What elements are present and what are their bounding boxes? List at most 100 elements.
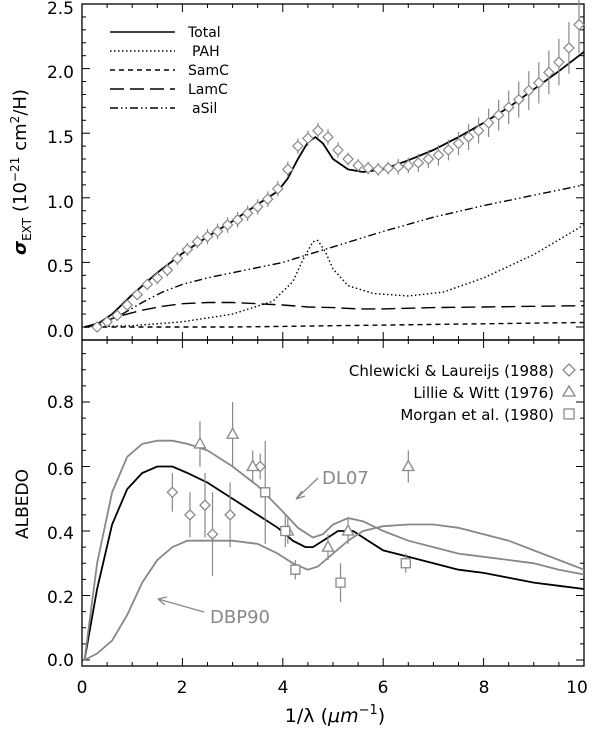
top-obs-diamond — [151, 272, 164, 284]
top-obs-diamond — [271, 182, 284, 195]
top-y-axis-label: σEXT(10−21cm2/H) — [8, 89, 34, 255]
top-obs-diamond — [543, 66, 555, 79]
albedo-curve-model — [83, 465, 585, 661]
albedo-obs-triangle — [341, 523, 355, 536]
top-ytick-3: 1.5 — [47, 128, 74, 148]
top-obs-diamond — [492, 109, 505, 121]
xtick-4: 4 — [278, 678, 289, 698]
top-obs-diamond — [171, 252, 184, 265]
top-ytick-5: 2.5 — [47, 0, 74, 19]
top-obs-diamond — [231, 213, 244, 226]
top-ytick-2: 1.0 — [47, 193, 74, 213]
top-obs-diamond — [573, 18, 585, 31]
top-obs-diamond — [442, 144, 455, 156]
top-obs-diamond — [281, 163, 294, 176]
top-obs-diamond — [302, 132, 314, 145]
top-obs-diamond — [342, 153, 354, 165]
annotation-dbp90: DBP90 — [210, 607, 270, 628]
albedo-obs-diamond — [199, 499, 211, 512]
annotations: DL07 DBP90 — [157, 468, 369, 628]
top-obs-diamond — [402, 159, 415, 172]
top-panel-ticks — [81, 3, 585, 340]
top-obs-diamond — [352, 159, 364, 172]
albedo-obs-triangle — [321, 539, 335, 552]
legend-marker-triangle — [561, 384, 577, 397]
top-panel-frame — [81, 3, 585, 341]
series-pah-line — [84, 224, 585, 328]
top-obs-diamond — [292, 140, 304, 152]
top-obs-diamond — [111, 309, 123, 322]
bottom-ytick-3: 0.6 — [47, 460, 74, 480]
albedo-obs-square — [260, 487, 271, 498]
albedo-obs-diamond — [224, 508, 237, 521]
top-obs-diamond — [563, 42, 575, 54]
albedo-obs-triangle — [193, 436, 207, 449]
top-obs-diamond — [532, 76, 545, 89]
legend-marker-square — [563, 408, 575, 420]
top-obs-diamond — [322, 131, 334, 143]
top-obs-diamond — [181, 243, 194, 256]
top-obs-diamond — [482, 117, 495, 129]
annotation-dbp90-arrow — [157, 598, 205, 613]
series-lamc-line — [84, 301, 585, 328]
top-obs-diamond — [332, 144, 344, 156]
legend-label-asil: aSil — [192, 101, 217, 117]
xtick-8: 8 — [479, 678, 490, 698]
bottom-y-axis-label: ALBEDO — [13, 469, 33, 539]
legend-label-morgan: Morgan et al. (1980) — [400, 406, 554, 424]
top-obs-diamond — [261, 193, 274, 205]
annotation-dl07-arrow — [295, 477, 319, 500]
x-axis-label: 1/λ (μm−1) — [285, 703, 385, 727]
albedo-obs-square — [290, 564, 301, 575]
top-y-tick-labels: 0.0 0.5 1.0 1.5 2.0 2.5 — [47, 0, 74, 342]
albedo-obs-square — [400, 558, 411, 569]
top-obs-diamond — [191, 235, 204, 248]
top-obs-diamond — [512, 93, 525, 106]
bottom-legend: Chlewicki & Laureijs (1988) Lillie & Wit… — [349, 362, 577, 424]
x-tick-labels: 0 2 4 6 8 10 — [77, 678, 588, 698]
legend-label-lillie: Lillie & Witt (1976) — [413, 384, 554, 402]
bottom-plot-area — [83, 402, 585, 661]
xtick-2: 2 — [177, 678, 188, 698]
top-obs-diamond — [241, 207, 254, 220]
top-legend: Total PAH SamC LamC aSil — [110, 25, 229, 117]
albedo-obs-square — [280, 525, 291, 537]
xtick-6: 6 — [378, 678, 389, 698]
top-ytick-0: 0.0 — [47, 322, 74, 342]
top-obs-diamond — [101, 315, 113, 328]
top-obs-diamond — [432, 149, 445, 162]
top-obs-diamond — [462, 131, 475, 143]
legend-label-lamc: LamC — [188, 82, 228, 98]
bottom-ytick-4: 0.8 — [47, 393, 74, 413]
top-obs-diamond — [422, 153, 435, 165]
xtick-0: 0 — [77, 678, 88, 698]
annotation-dl07: DL07 — [322, 468, 369, 489]
top-obs-diamond — [131, 288, 144, 301]
top-obs-diamond — [553, 56, 565, 68]
top-plot-area — [84, 0, 585, 333]
top-obs-diamond — [392, 160, 405, 173]
top-obs-diamond — [161, 264, 174, 277]
annotation-dbp90-arrowhead — [157, 596, 168, 606]
series-asil-line — [84, 184, 585, 328]
top-obs-diamond — [472, 124, 485, 137]
top-obs-diamond — [412, 157, 425, 169]
legend-marker-diamond — [562, 363, 576, 377]
top-obs-diamond — [312, 124, 324, 137]
legend-label-total: Total — [187, 25, 221, 41]
bottom-ytick-2: 0.4 — [47, 524, 74, 544]
legend-label-samc: SamC — [188, 63, 229, 79]
albedo-curve-dl07 — [83, 439, 585, 661]
albedo-obs-triangle — [226, 426, 240, 439]
albedo-obs-diamond — [206, 528, 219, 541]
top-obs-diamond — [251, 200, 264, 213]
bottom-ytick-1: 0.2 — [47, 588, 74, 608]
xtick-10: 10 — [566, 678, 588, 698]
top-obs-diamond — [201, 230, 214, 243]
bottom-ytick-0: 0.0 — [47, 651, 74, 671]
top-obs-diamond — [372, 163, 385, 176]
top-obs-diamond — [211, 225, 224, 238]
albedo-obs-square — [335, 577, 346, 588]
top-obs-diamond — [141, 278, 154, 291]
